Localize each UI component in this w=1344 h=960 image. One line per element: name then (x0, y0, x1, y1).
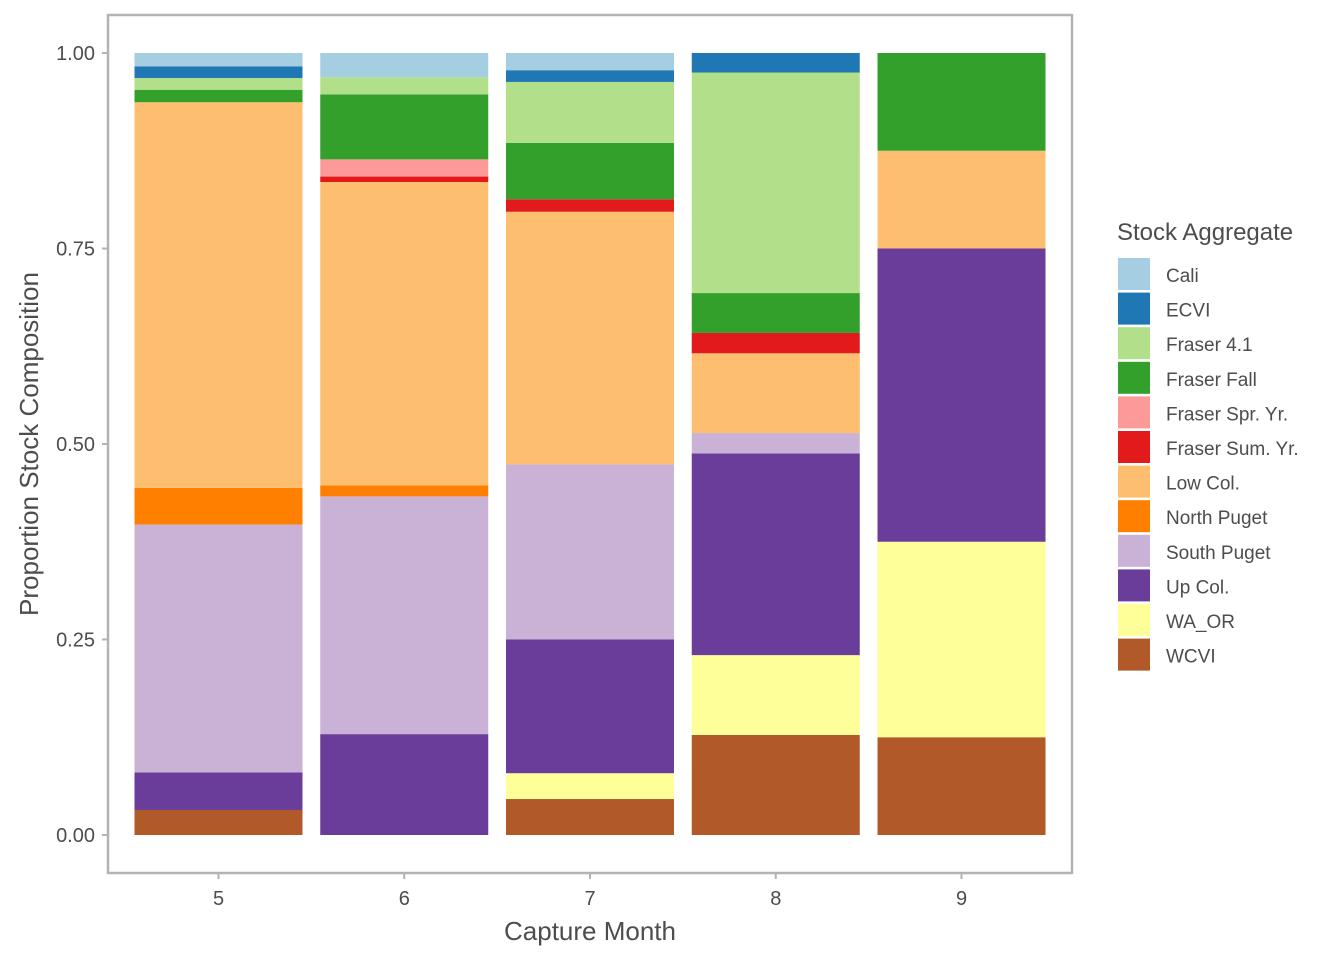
x-axis: 5 6 7 8 9 (213, 873, 967, 910)
bar-segment-month-7-series-6 (506, 199, 674, 212)
legend-key (1118, 569, 1150, 602)
bar-segment-month-7-series-9 (506, 81, 674, 143)
bar-segment-month-5-series-3 (134, 524, 303, 773)
bar-segment-month-9-series-2 (877, 248, 1046, 542)
bar-segment-month-8-series-6 (691, 332, 860, 354)
bar-segment-month-5-series-8 (134, 89, 303, 103)
bar-segment-month-7-series-0 (506, 799, 674, 835)
bar-segment-month-5-series-5 (134, 102, 303, 488)
legend-label: WA_OR (1166, 612, 1235, 633)
bar-segment-month-8-series-0 (691, 734, 860, 835)
bar-segment-month-5-series-4 (134, 487, 303, 525)
bar-segment-month-6-series-8 (320, 94, 489, 160)
legend-label: Low Col. (1166, 474, 1240, 495)
legend: Stock Aggregate Cali ECVI Fraser 4.1 Fraser… (1117, 219, 1299, 671)
y-tick-label: 0.25 (56, 630, 95, 652)
y-tick-label: 1.00 (56, 43, 95, 65)
bar-segment-month-8-series-2 (691, 453, 860, 656)
y-axis: 0.00 0.25 0.50 0.75 1.00 (56, 43, 108, 847)
legend-label: Fraser Sum. Yr. (1166, 439, 1299, 460)
bar-segment-month-6-series-7 (320, 159, 489, 177)
legend-label: Fraser Fall (1166, 370, 1257, 391)
bar-segment-month-7-series-2 (506, 639, 674, 774)
x-tick-label: 5 (213, 888, 224, 910)
legend-label: South Puget (1166, 543, 1271, 564)
legend-key (1118, 258, 1150, 290)
legend-key (1118, 604, 1150, 636)
x-axis-title: Capture Month (504, 916, 676, 946)
y-axis-title: Proportion Stock Composition (14, 272, 44, 616)
bar-segment-month-9-series-8 (877, 53, 1046, 151)
bar-segment-month-9-series-0 (877, 737, 1046, 835)
legend-label: Fraser 4.1 (1166, 335, 1253, 356)
bar-segment-month-5-series-11 (134, 53, 303, 67)
bar-segment-month-8-series-1 (691, 655, 860, 735)
bar-segment-month-9-series-5 (877, 150, 1046, 249)
legend-key (1118, 465, 1150, 498)
x-tick-label: 8 (770, 888, 781, 910)
bar-segment-month-8-series-10 (691, 53, 860, 73)
bar-segment-month-7-series-10 (506, 70, 674, 82)
bar-segment-month-5-series-9 (134, 78, 303, 90)
bars-layer (134, 53, 1046, 835)
bar-segment-month-8-series-3 (691, 433, 860, 454)
legend-key (1118, 361, 1150, 394)
bar-segment-month-8-series-5 (691, 353, 860, 434)
bar-segment-month-6-series-2 (320, 734, 489, 835)
legend-key (1118, 396, 1150, 429)
bar-segment-month-7-series-11 (506, 53, 674, 71)
legend-label: WCVI (1166, 647, 1216, 668)
y-tick-label: 0.50 (56, 434, 95, 456)
bar-segment-month-7-series-5 (506, 211, 674, 465)
x-tick-label: 9 (956, 888, 967, 910)
bar-segment-month-6-series-6 (320, 176, 489, 183)
legend-label: North Puget (1166, 508, 1268, 529)
bar-segment-month-9-series-1 (877, 541, 1046, 738)
y-tick-label: 0.00 (56, 825, 95, 847)
y-tick-label: 0.75 (56, 239, 95, 261)
legend-key (1118, 534, 1150, 567)
bar-segment-month-6-series-9 (320, 77, 489, 95)
bar-segment-month-6-series-5 (320, 182, 489, 486)
bar-segment-month-7-series-1 (506, 773, 674, 800)
bar-segment-month-5-series-2 (134, 772, 303, 810)
bar-segment-month-5-series-0 (134, 809, 303, 835)
x-tick-label: 7 (584, 888, 595, 910)
legend-label: Cali (1166, 266, 1199, 287)
legend-key (1118, 431, 1150, 463)
legend-key (1118, 327, 1150, 360)
legend-label: ECVI (1166, 301, 1210, 322)
bar-segment-month-6-series-4 (320, 485, 489, 497)
legend-key (1118, 500, 1150, 533)
legend-label: Fraser Spr. Yr. (1166, 404, 1288, 425)
bar-segment-month-6-series-3 (320, 496, 489, 735)
legend-key (1118, 638, 1150, 671)
bar-segment-month-8-series-8 (691, 293, 860, 333)
legend-key (1118, 292, 1150, 325)
x-tick-label: 6 (399, 888, 410, 910)
legend-title: Stock Aggregate (1117, 219, 1293, 246)
bar-segment-month-7-series-8 (506, 142, 674, 200)
legend-label: Up Col. (1166, 577, 1229, 598)
bar-segment-month-5-series-10 (134, 66, 303, 79)
bar-segment-month-7-series-3 (506, 464, 674, 640)
bar-segment-month-6-series-11 (320, 53, 489, 78)
bar-segment-month-8-series-9 (691, 72, 860, 294)
